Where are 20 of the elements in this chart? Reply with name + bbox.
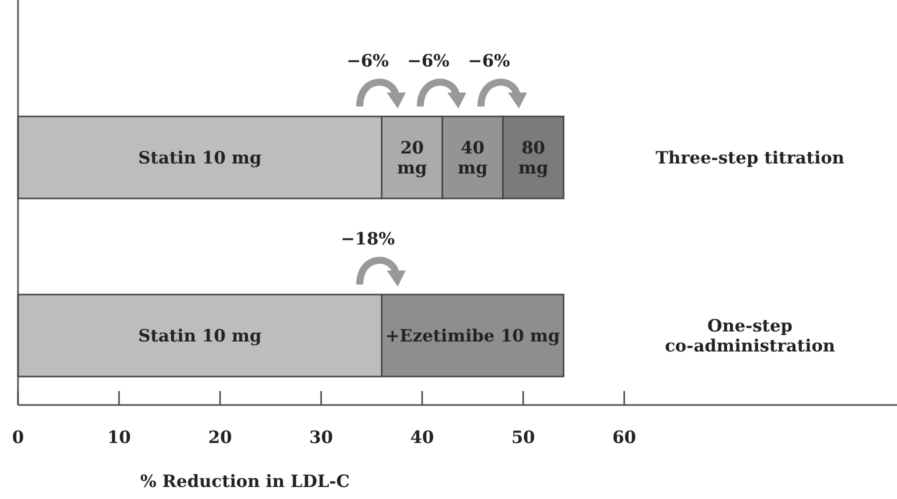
annotation: −6%	[407, 51, 450, 72]
series-label: 40 mg	[458, 138, 488, 178]
y-tick-label: One-step co-administration	[664, 316, 836, 357]
x-tick-label: 40	[410, 428, 434, 448]
x-tick-label: 50	[511, 428, 536, 448]
y-tick-label: Three-step titration	[656, 148, 844, 168]
x-tick-label: 30	[309, 428, 334, 448]
series-label: +Ezetimibe 10 mg	[385, 326, 560, 347]
x-tick-label: 20	[208, 428, 232, 448]
annotation: −6%	[346, 51, 389, 72]
x-tick-label: 60	[612, 428, 636, 448]
series-label: Statin 10 mg	[138, 148, 262, 168]
text: Statin 10 mg	[138, 326, 262, 347]
series-label: 80 mg	[518, 138, 548, 178]
x-tick-label: 10	[107, 428, 132, 448]
annotation: −18%	[340, 230, 395, 250]
annotation: −6%	[468, 51, 510, 72]
x-tick-label: 0	[12, 428, 24, 448]
x-axis-title: % Reduction in LDL-C	[140, 472, 350, 492]
series-label: 20 mg	[397, 138, 428, 178]
